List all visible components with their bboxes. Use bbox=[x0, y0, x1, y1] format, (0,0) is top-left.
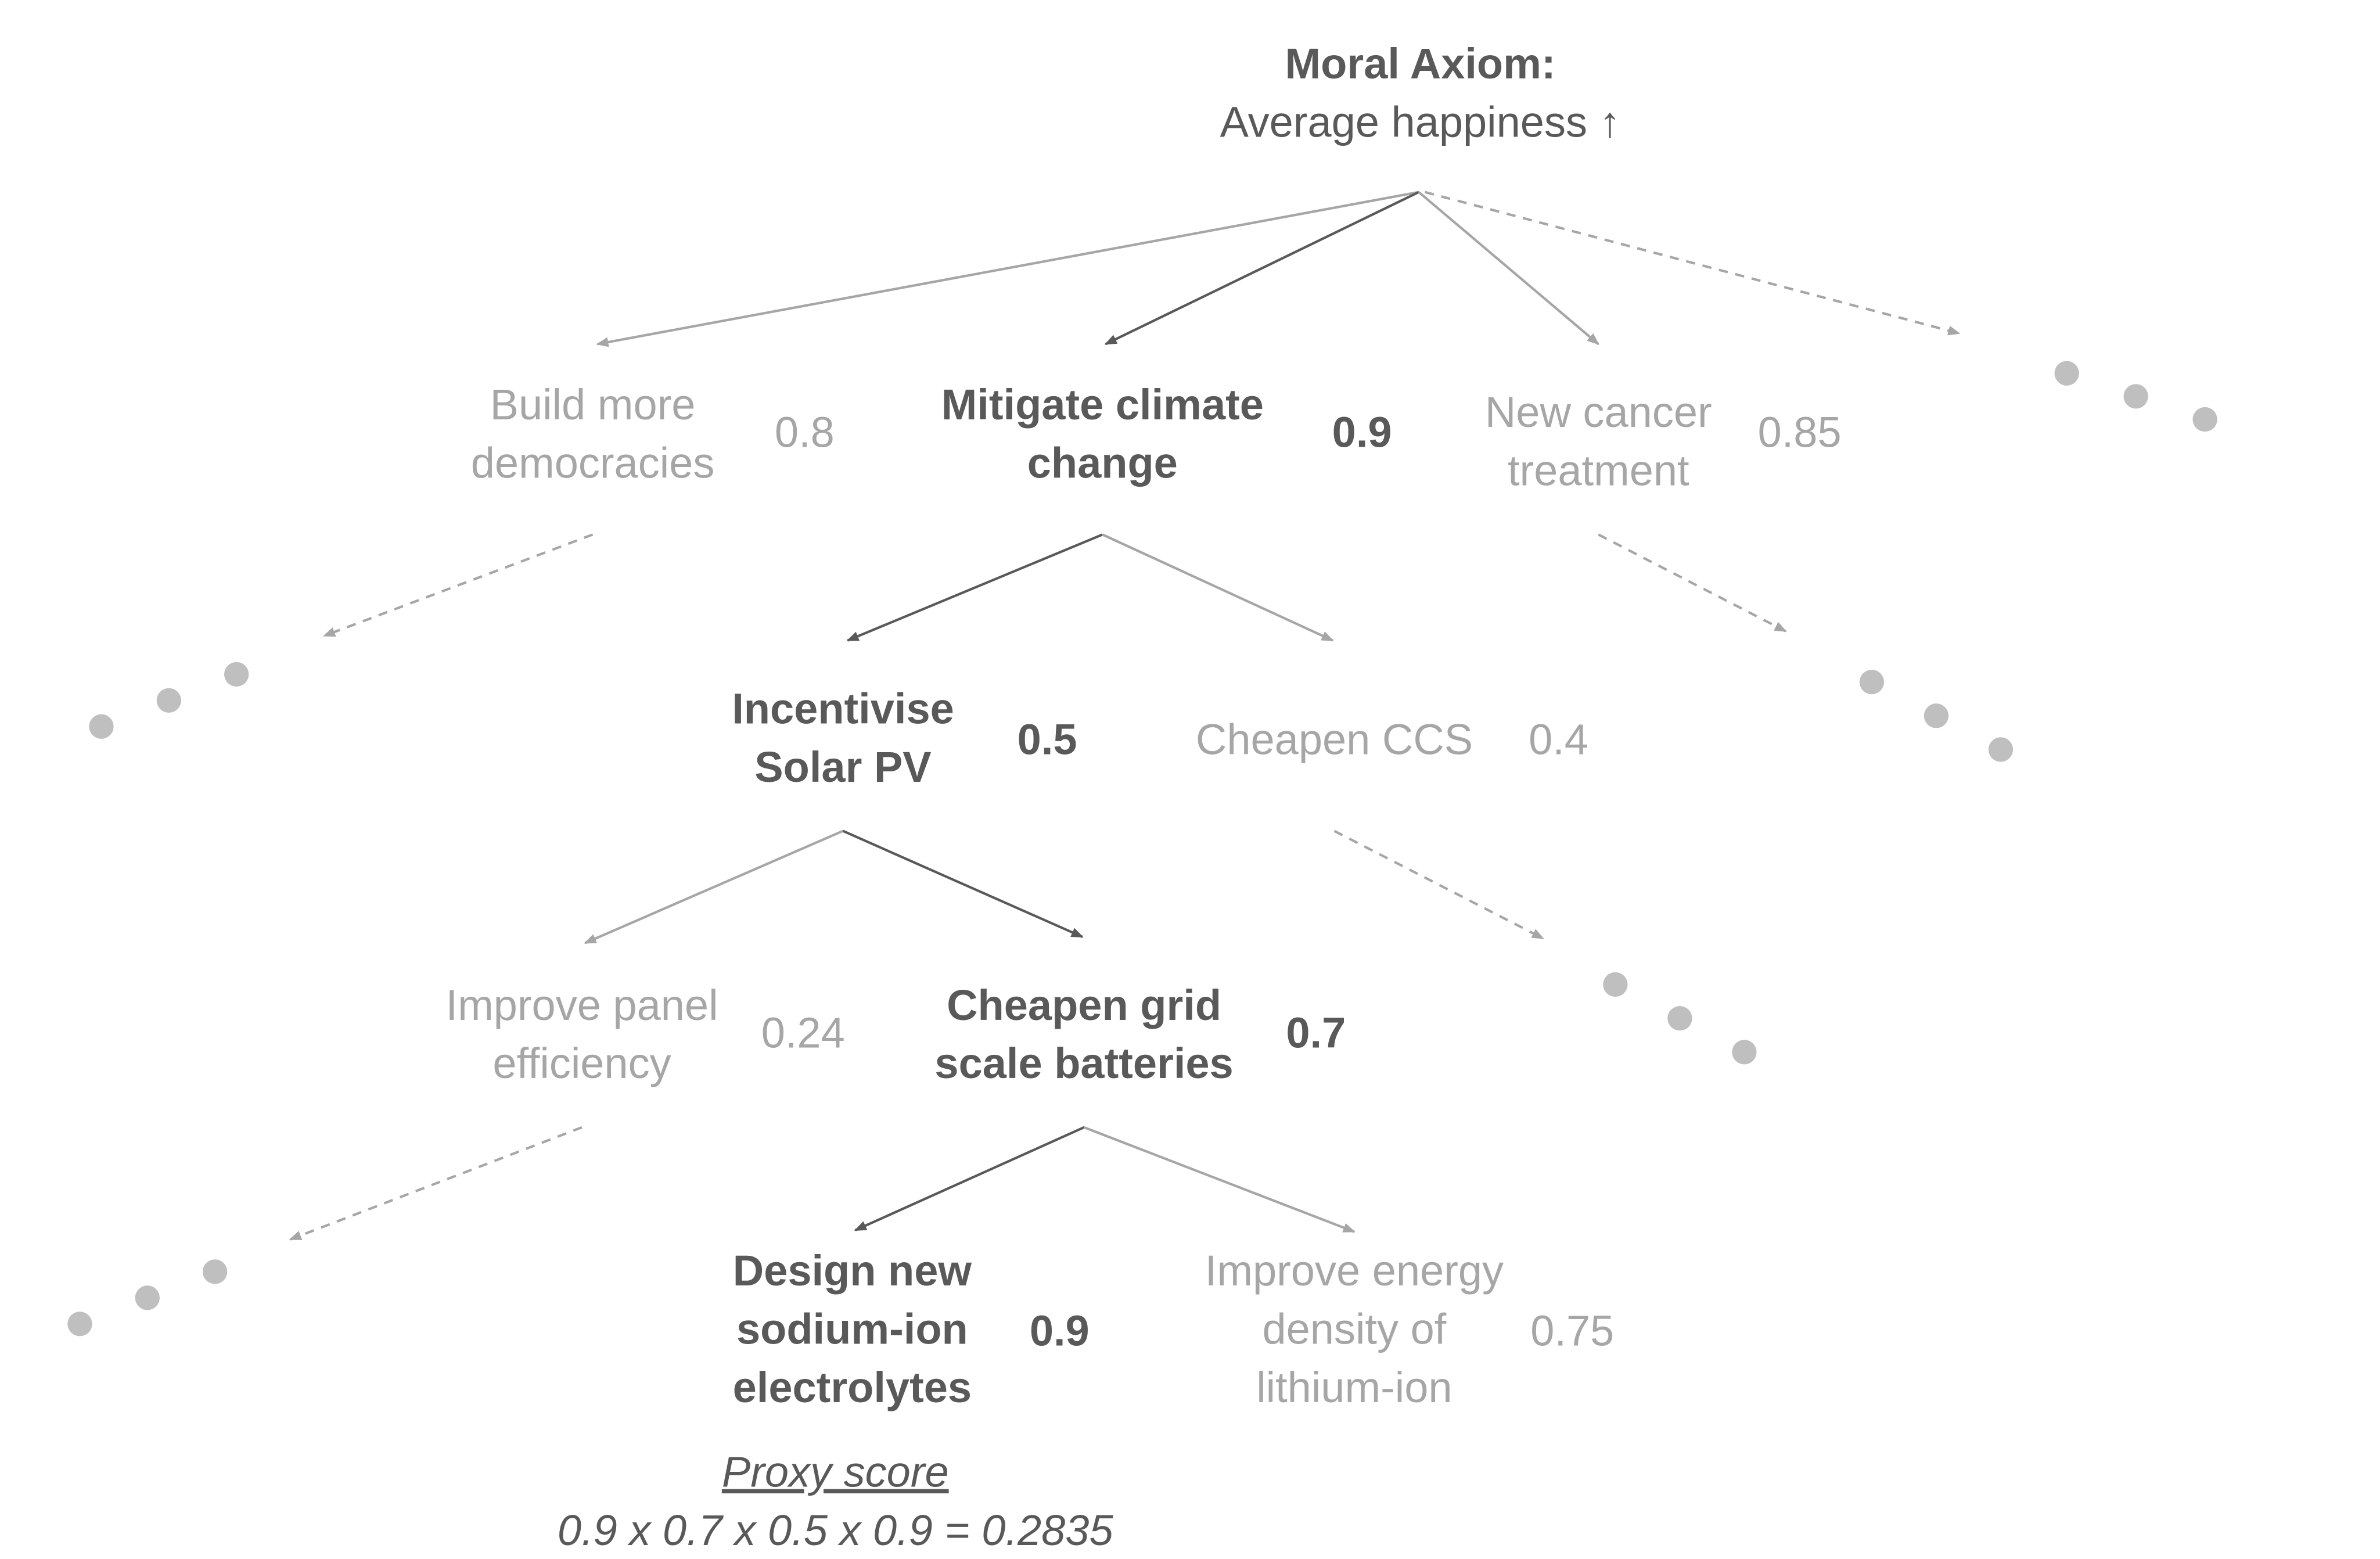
ellipsis-dots bbox=[2054, 361, 2217, 432]
ellipsis-dots bbox=[89, 662, 249, 739]
node-improve-panel-efficiency: Improve panel efficiency 0.24 bbox=[446, 981, 845, 1087]
proxy-score-formula: 0.9 x 0.7 x 0.5 x 0.9 = 0.2835 bbox=[558, 1506, 1114, 1554]
edge-batteries-to-lithium bbox=[1083, 1126, 1356, 1233]
node-incentivise-solar: Incentivise Solar PV 0.5 bbox=[732, 684, 1077, 791]
ellipsis-dots bbox=[1603, 972, 1757, 1065]
node-build-democracies: Build more democracies 0.8 bbox=[471, 380, 835, 487]
moral-axiom-node: Moral Axiom: Average happiness ↑ bbox=[1220, 39, 1621, 146]
node-score: 0.5 bbox=[1018, 715, 1077, 763]
node-label-line: Cheapen CCS bbox=[1196, 715, 1473, 763]
moral-axiom-subtitle: Average happiness ↑ bbox=[1220, 98, 1621, 146]
node-label-line: Mitigate climate bbox=[941, 380, 1264, 429]
node-cheapen-batteries: Cheapen grid scale batteries 0.7 bbox=[934, 981, 1346, 1087]
node-label-line: treatment bbox=[1508, 447, 1689, 495]
node-score: 0.85 bbox=[1758, 408, 1842, 457]
node-score: 0.9 bbox=[1030, 1306, 1090, 1355]
node-score: 0.8 bbox=[775, 408, 835, 457]
ellipsis-dots bbox=[67, 1259, 228, 1337]
node-improve-lithium-ion: Improve energy density of lithium-ion 0.… bbox=[1205, 1247, 1615, 1411]
node-score: 0.9 bbox=[1332, 408, 1392, 457]
node-label-line: efficiency bbox=[492, 1039, 671, 1087]
node-label-line: Solar PV bbox=[754, 743, 931, 791]
node-label-line: change bbox=[1027, 439, 1178, 487]
node-label-line: Build more bbox=[490, 380, 696, 429]
node-label-line: New cancer bbox=[1485, 388, 1712, 436]
edge-climate-to-ccs bbox=[1102, 533, 1334, 642]
node-label-line: Cheapen grid bbox=[947, 981, 1221, 1029]
node-design-sodium-ion: Design new sodium-ion electrolytes 0.9 bbox=[733, 1247, 1090, 1411]
node-cheapen-ccs: Cheapen CCS 0.4 bbox=[1196, 715, 1588, 763]
node-score: 0.4 bbox=[1529, 715, 1588, 763]
moral-axiom-title: Moral Axiom: bbox=[1285, 39, 1556, 88]
ellipsis-dots bbox=[1859, 669, 2014, 762]
node-score: 0.24 bbox=[761, 1008, 845, 1057]
node-label-line: sodium-ion bbox=[736, 1305, 968, 1353]
edge-axiom-to-more bbox=[1424, 191, 1961, 336]
proxy-score-label: Proxy score bbox=[722, 1448, 949, 1496]
edge-solar-to-batteries bbox=[842, 829, 1084, 938]
edge-ccs-to-more bbox=[1333, 829, 1544, 940]
edge-axiom-to-climate bbox=[1104, 191, 1419, 346]
edge-axiom-to-democracies bbox=[596, 191, 1419, 347]
node-cancer-treatment: New cancer treatment 0.85 bbox=[1485, 388, 1842, 494]
node-label-line: Improve panel bbox=[446, 981, 718, 1029]
edge-climate-to-solar bbox=[846, 533, 1103, 642]
edge-cancer-to-more bbox=[1598, 533, 1787, 633]
node-mitigate-climate: Mitigate climate change 0.9 bbox=[941, 380, 1392, 487]
edge-batteries-to-sodium bbox=[854, 1126, 1085, 1231]
node-label-line: Incentivise bbox=[732, 684, 954, 732]
node-label-line: electrolytes bbox=[733, 1363, 972, 1411]
edge-solar-to-panel bbox=[584, 829, 844, 944]
node-score: 0.75 bbox=[1530, 1306, 1614, 1355]
node-label-line: density of bbox=[1262, 1305, 1446, 1353]
edge-democracies-to-more bbox=[322, 533, 594, 637]
edge-axiom-to-cancer bbox=[1418, 191, 1599, 346]
node-label-line: Design new bbox=[733, 1247, 972, 1295]
node-label-line: scale batteries bbox=[934, 1039, 1233, 1087]
proxy-score: Proxy score 0.9 x 0.7 x 0.5 x 0.9 = 0.28… bbox=[558, 1448, 1114, 1554]
edge-panel-to-more bbox=[289, 1126, 583, 1241]
node-label-line: democracies bbox=[471, 439, 715, 487]
node-label-line: lithium-ion bbox=[1256, 1363, 1452, 1411]
node-label-line: Improve energy bbox=[1205, 1247, 1504, 1295]
node-score: 0.7 bbox=[1286, 1008, 1346, 1057]
